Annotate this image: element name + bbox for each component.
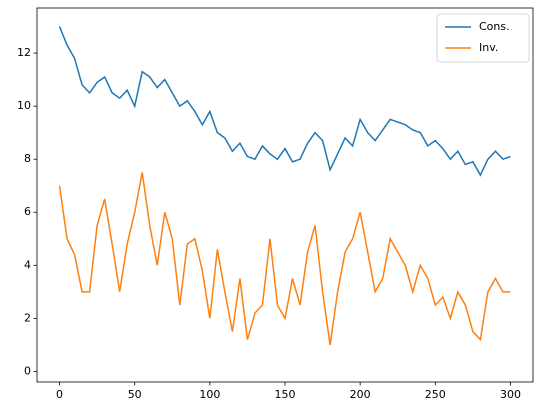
line-series [58, 26, 511, 177]
y-tick-label: 2 [24, 311, 31, 324]
x-tick-label: 300 [500, 388, 521, 401]
line-series [58, 172, 511, 345]
legend-label: Inv. [479, 41, 498, 54]
y-tick-label: 6 [24, 205, 31, 218]
y-tick-label: 4 [24, 258, 31, 271]
y-tick-label: 12 [17, 46, 31, 59]
x-tick-label: 0 [56, 388, 63, 401]
x-tick-label: 50 [128, 388, 142, 401]
y-tick-label: 0 [24, 364, 31, 377]
legend-label: Cons. [479, 20, 510, 33]
x-tick-label: 250 [425, 388, 446, 401]
axes-frame [36, 7, 534, 383]
legend-box [436, 13, 530, 63]
x-tick-label: 150 [275, 388, 296, 401]
x-tick-label: 100 [199, 388, 220, 401]
y-tick-label: 8 [24, 152, 31, 165]
x-tick-label: 200 [350, 388, 371, 401]
y-tick-label: 10 [17, 99, 31, 112]
